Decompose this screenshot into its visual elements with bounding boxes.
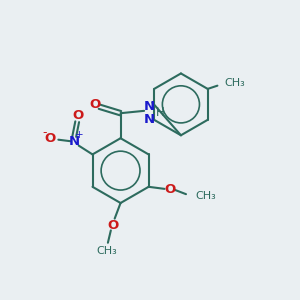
Text: O: O bbox=[108, 219, 119, 232]
Text: H: H bbox=[156, 106, 165, 119]
Text: N: N bbox=[69, 135, 80, 148]
Text: N: N bbox=[143, 113, 155, 126]
Text: CH₃: CH₃ bbox=[196, 191, 217, 201]
Text: N: N bbox=[143, 100, 155, 112]
Text: CH₃: CH₃ bbox=[96, 246, 117, 256]
Text: O: O bbox=[72, 109, 83, 122]
Text: O: O bbox=[44, 132, 56, 145]
Text: CH₃: CH₃ bbox=[224, 78, 244, 88]
Text: +: + bbox=[75, 130, 84, 140]
Text: -: - bbox=[43, 125, 47, 139]
Text: O: O bbox=[164, 183, 176, 196]
Text: O: O bbox=[89, 98, 100, 111]
